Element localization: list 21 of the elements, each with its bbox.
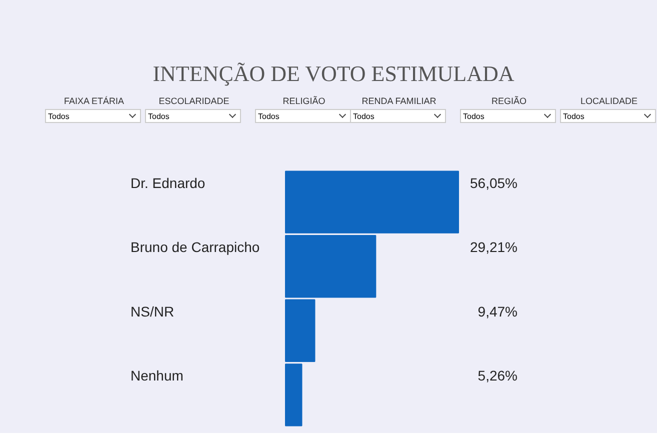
y-tick-label: Nenhum bbox=[130, 368, 184, 384]
text: Todos bbox=[460, 109, 556, 123]
chart-title: INTENÇÃO DE VOTO ESTIMULADA bbox=[152, 60, 516, 88]
text: LOCALIDADE bbox=[579, 95, 639, 108]
text: ESCOLARIDADE bbox=[158, 95, 230, 108]
text: FAIXA ETÁRIA bbox=[62, 95, 126, 108]
text: RENDA FAMILIAR bbox=[360, 95, 438, 108]
data-label: 9,47% bbox=[478, 303, 518, 320]
text: Todos bbox=[255, 109, 351, 123]
text: Todos bbox=[560, 109, 656, 123]
text: REGIÃO bbox=[490, 95, 528, 108]
data-label: 5,26% bbox=[478, 368, 518, 384]
data-label: 56,05% bbox=[470, 174, 518, 191]
y-tick-label: Dr. Ednardo bbox=[130, 174, 206, 191]
text: Todos bbox=[350, 109, 446, 123]
data-label: 29,21% bbox=[470, 239, 518, 256]
text: Todos bbox=[145, 109, 241, 123]
text: RELIGIÃO bbox=[282, 95, 326, 108]
text: Todos bbox=[45, 109, 141, 123]
y-tick-label: NS/NR bbox=[130, 303, 174, 320]
y-tick-label: Bruno de Carrapicho bbox=[130, 239, 260, 256]
